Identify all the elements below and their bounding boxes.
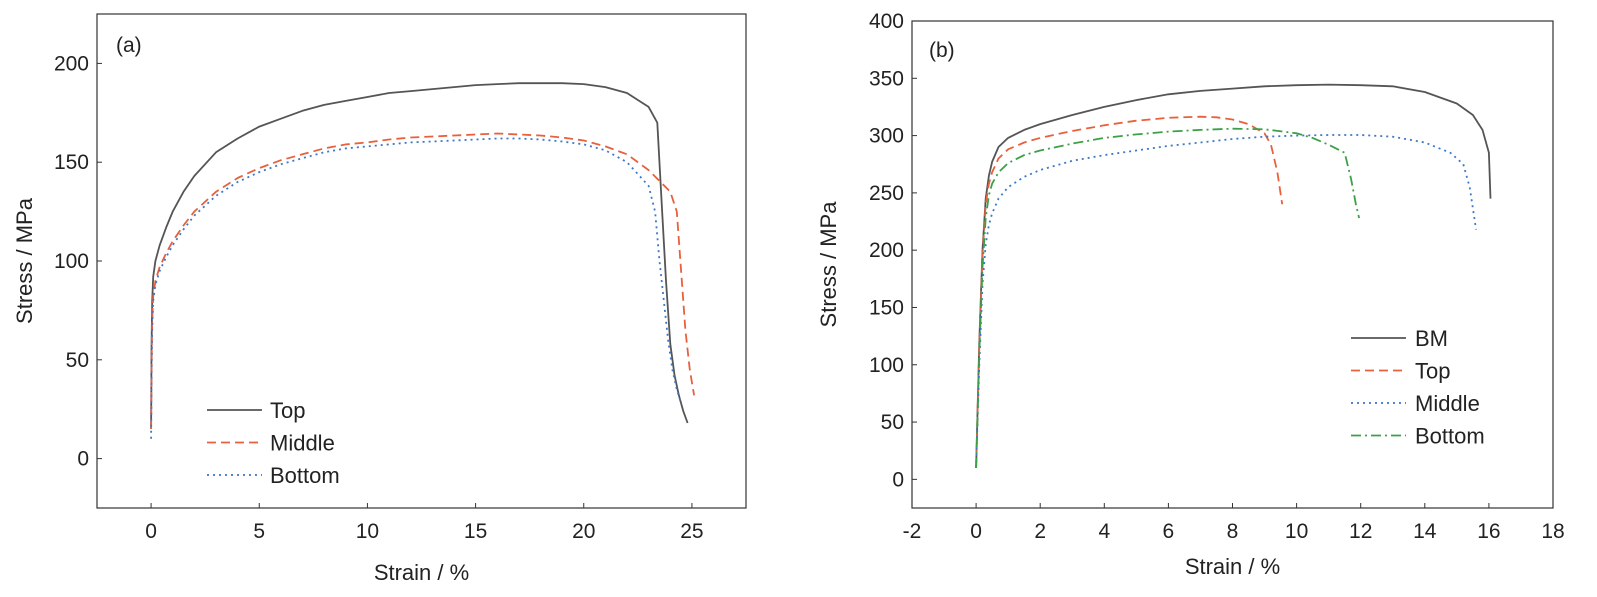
plot-frame <box>96 13 747 509</box>
y-tick-label: 50 <box>881 411 904 434</box>
x-tick-label: 12 <box>1349 520 1372 543</box>
y-axis-title: Stress / MPa <box>816 201 841 328</box>
x-tick-label: 4 <box>1098 520 1110 543</box>
x-tick-label: 20 <box>572 520 595 543</box>
y-tick-label: 400 <box>869 10 904 33</box>
y-tick-label: 100 <box>869 354 904 377</box>
series-line-bm <box>975 83 1492 468</box>
x-tick-label: 15 <box>464 520 487 543</box>
x-axis-title: Strain / % <box>1185 554 1280 579</box>
series-line-bottom <box>975 127 1360 468</box>
y-tick-label: 150 <box>869 296 904 319</box>
series-line-top <box>150 82 689 430</box>
y-tick-label: 200 <box>54 52 89 75</box>
panel-a-chart: (a) 0 5 10 15 20 25 0 50 100 150 200 Strain / % Stres… <box>12 13 747 585</box>
legend-label-top: Top <box>1415 359 1450 384</box>
panel-b-chart: (b) -2 0 2 4 6 8 10 12 14 16 18 0 50 100 150 200 250 300 35… <box>816 10 1565 579</box>
y-axis-title: Stress / MPa <box>12 197 37 324</box>
y-tick-label: 100 <box>54 250 89 273</box>
y-tick-label: 250 <box>869 182 904 205</box>
x-tick-label: 8 <box>1227 520 1239 543</box>
x-tick-label: 2 <box>1034 520 1046 543</box>
y-tick-label: 200 <box>869 239 904 262</box>
y-tick-label: 300 <box>869 125 904 148</box>
x-tick-label: 6 <box>1163 520 1175 543</box>
x-tick-label: -2 <box>903 520 922 543</box>
x-tick-label: 14 <box>1413 520 1437 543</box>
y-tick-label: 350 <box>869 67 904 90</box>
legend-label-bm: BM <box>1415 326 1448 351</box>
legend-label-middle: Middle <box>1415 391 1480 416</box>
series-line-middle <box>975 134 1477 468</box>
panel-label: (a) <box>116 34 142 57</box>
x-tick-label: 10 <box>1285 520 1308 543</box>
series-line-middle <box>150 132 695 430</box>
y-tick-label: 0 <box>892 468 904 491</box>
x-tick-label: 10 <box>356 520 379 543</box>
legend-label-bottom: Bottom <box>270 463 340 488</box>
legend-label-bottom: Bottom <box>1415 424 1485 449</box>
x-tick-label: 0 <box>145 520 157 543</box>
x-axis-title: Strain / % <box>374 560 469 585</box>
x-tick-label: 18 <box>1541 520 1564 543</box>
legend-label-middle: Middle <box>270 431 335 456</box>
x-tick-label: 0 <box>970 520 982 543</box>
x-tick-label: 16 <box>1477 520 1500 543</box>
series-line-bottom <box>150 137 682 439</box>
y-tick-label: 50 <box>66 349 89 372</box>
y-tick-label: 150 <box>54 151 89 174</box>
x-tick-label: 5 <box>253 520 265 543</box>
y-tick-label: 0 <box>77 448 89 471</box>
series-line-top <box>975 115 1284 468</box>
panel-label: (b) <box>929 39 955 62</box>
legend-label-top: Top <box>270 398 305 423</box>
x-tick-label: 25 <box>680 520 703 543</box>
